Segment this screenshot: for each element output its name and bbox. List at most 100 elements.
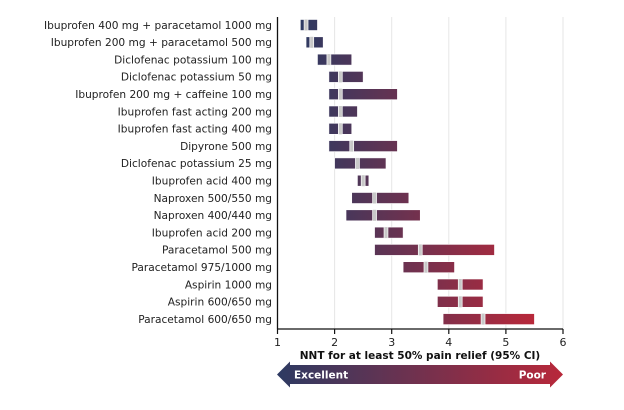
ci-high-segment bbox=[461, 295, 484, 308]
ci-high-segment bbox=[376, 192, 410, 204]
nnt-marker bbox=[372, 192, 377, 204]
row-label: Ibuprofen 200 mg + caffeine 100 mg bbox=[75, 89, 272, 101]
ci-low-segment bbox=[300, 19, 305, 31]
ci-low-segment bbox=[345, 209, 373, 222]
row-label: Diclofenac potassium 25 mg bbox=[121, 158, 272, 170]
ci-high-segment bbox=[342, 71, 364, 83]
ci-high-segment bbox=[342, 123, 353, 135]
row-label: Aspirin 1000 mg bbox=[185, 279, 272, 291]
row-label: Dipyrone 500 mg bbox=[180, 141, 272, 153]
scale-label-poor: Poor bbox=[519, 370, 547, 382]
ci-low-segment bbox=[328, 71, 339, 83]
ci-low-segment bbox=[437, 278, 459, 291]
scale-arrow-shape bbox=[277, 361, 563, 388]
nnt-marker bbox=[350, 140, 354, 152]
ci-low-segment bbox=[402, 261, 425, 274]
ci-high-segment bbox=[421, 244, 495, 256]
row-label: Ibuprofen acid 200 mg bbox=[152, 227, 272, 239]
row-label: Ibuprofen fast acting 200 mg bbox=[118, 106, 272, 118]
row-label: Ibuprofen 400 mg + paracetamol 1000 mg bbox=[44, 20, 272, 32]
bar-row bbox=[328, 88, 398, 100]
nnt-marker bbox=[304, 19, 308, 31]
nnt-marker bbox=[338, 106, 342, 117]
bar-row bbox=[300, 19, 318, 31]
nnt-marker bbox=[327, 54, 331, 66]
row-label: Ibuprofen acid 400 mg bbox=[152, 176, 272, 188]
row-label: Naproxen 400/440 mg bbox=[154, 210, 272, 222]
nnt-marker bbox=[418, 244, 422, 256]
ci-low-segment bbox=[374, 244, 419, 256]
bar-row bbox=[442, 313, 535, 325]
ci-low-segment bbox=[328, 123, 339, 135]
ci-high-segment bbox=[307, 19, 318, 31]
nnt-marker bbox=[424, 261, 428, 273]
nnt-marker bbox=[338, 123, 342, 135]
ci-high-segment bbox=[484, 313, 535, 325]
bar-row bbox=[374, 226, 404, 239]
x-tick-label: 3 bbox=[388, 336, 395, 349]
ci-low-segment bbox=[351, 192, 373, 204]
bar-row bbox=[328, 105, 358, 118]
ci-high-segment bbox=[376, 209, 421, 222]
ci-low-segment bbox=[305, 36, 311, 49]
ci-high-segment bbox=[359, 157, 387, 170]
ci-high-segment bbox=[342, 105, 358, 118]
bar-row bbox=[305, 36, 324, 49]
bar-row bbox=[328, 71, 364, 83]
x-tick-label: 2 bbox=[331, 336, 338, 349]
ci-low-segment bbox=[442, 313, 482, 325]
gridlines bbox=[334, 17, 564, 329]
x-tick-label: 4 bbox=[445, 336, 452, 349]
row-label: Aspirin 600/650 mg bbox=[168, 297, 272, 309]
scale-label-excellent: Excellent bbox=[294, 370, 348, 382]
bar-row bbox=[334, 157, 387, 170]
x-tick-label: 6 bbox=[560, 336, 567, 349]
ci-low-segment bbox=[328, 88, 339, 100]
ci-high-segment bbox=[427, 261, 455, 274]
ci-high-segment bbox=[364, 174, 370, 187]
ci-low-segment bbox=[437, 295, 459, 308]
scale-arrow: Excellent Poor bbox=[277, 361, 563, 388]
ci-low-segment bbox=[334, 157, 356, 170]
nnt-marker bbox=[372, 209, 377, 221]
bar-row bbox=[374, 244, 495, 256]
row-label: Diclofenac potassium 50 mg bbox=[121, 72, 272, 84]
ci-low-segment bbox=[357, 174, 362, 187]
bar-row bbox=[437, 295, 484, 308]
x-axis-title: NNT for at least 50% pain relief (95% CI… bbox=[300, 350, 540, 362]
ci-low-segment bbox=[328, 105, 339, 118]
row-label: Paracetamol 975/1000 mg bbox=[131, 262, 272, 274]
row-label: Diclofenac potassium 100 mg bbox=[114, 54, 272, 66]
bars bbox=[300, 19, 535, 325]
axes: 1 2 3 4 5 6 bbox=[274, 17, 567, 349]
nnt-marker bbox=[338, 71, 342, 83]
ci-high-segment bbox=[387, 226, 404, 239]
bar-row bbox=[317, 53, 353, 66]
row-label: Paracetamol 600/650 mg bbox=[138, 314, 272, 326]
nnt-marker bbox=[338, 88, 342, 100]
ci-high-segment bbox=[342, 88, 398, 100]
ci-low-segment bbox=[328, 140, 351, 152]
ci-low-segment bbox=[317, 53, 328, 66]
ci-high-segment bbox=[313, 36, 324, 49]
nnt-marker bbox=[310, 36, 314, 48]
nnt-marker bbox=[361, 175, 365, 187]
ci-high-segment bbox=[353, 140, 398, 152]
bar-row bbox=[351, 192, 410, 204]
ci-low-segment bbox=[374, 226, 385, 239]
bar-row bbox=[357, 174, 370, 187]
bar-row bbox=[328, 123, 353, 135]
row-label: Ibuprofen 200 mg + paracetamol 500 mg bbox=[51, 37, 272, 49]
row-label: Ibuprofen fast acting 400 mg bbox=[118, 124, 272, 136]
row-label: Paracetamol 500 mg bbox=[162, 245, 272, 257]
nnt-marker bbox=[458, 279, 462, 290]
ci-high-segment bbox=[461, 278, 484, 291]
x-tick-label: 5 bbox=[502, 336, 509, 349]
ci-high-segment bbox=[330, 53, 353, 66]
bar-row bbox=[437, 278, 484, 291]
bar-row bbox=[402, 261, 455, 274]
bar-row bbox=[328, 140, 398, 152]
nnt-marker bbox=[481, 313, 485, 325]
row-label: Naproxen 500/550 mg bbox=[154, 193, 272, 205]
